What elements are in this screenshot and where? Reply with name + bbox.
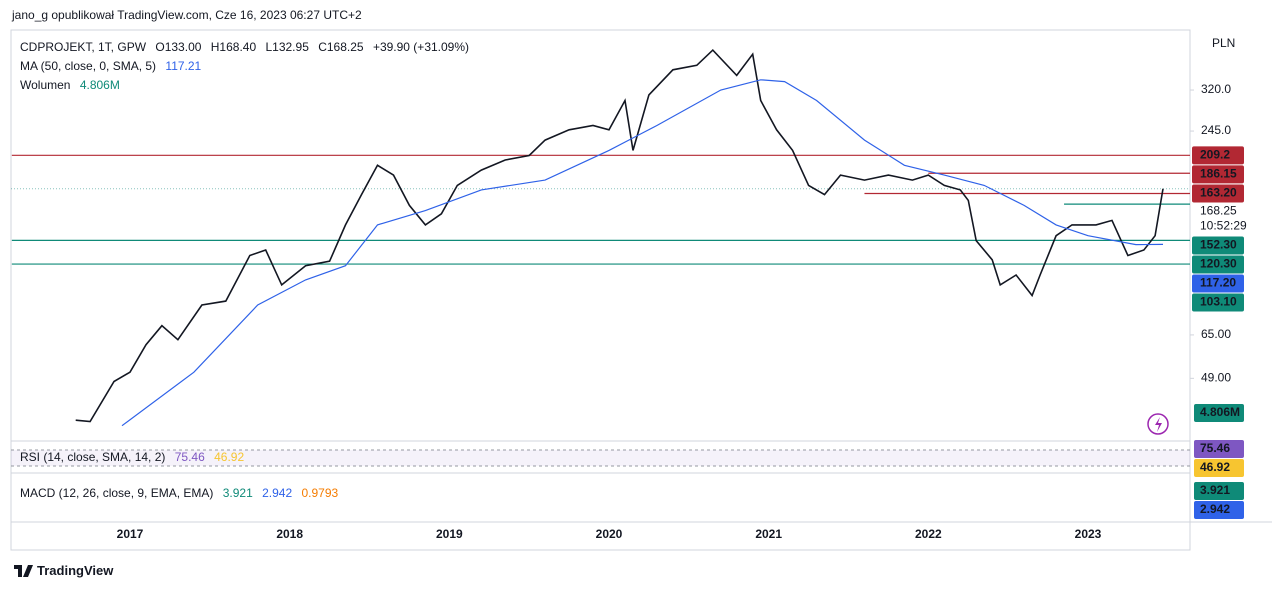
volume-label: Wolumen — [20, 78, 71, 92]
price-badge-label: 186.15 — [1200, 167, 1237, 181]
ma-label: MA (50, close, 0, SMA, 5) — [20, 59, 157, 73]
pane-badge-label: 75.46 — [1200, 441, 1230, 455]
price-badge — [1192, 236, 1244, 255]
macd-label: MACD (12, 26, close, 9, EMA, EMA) — [20, 486, 214, 500]
x-tick-label: 2019 — [436, 527, 463, 541]
price-badge — [1192, 165, 1244, 184]
rsi-ma-value: 46.92 — [214, 450, 245, 464]
pane-badge-label: 2.942 — [1200, 502, 1230, 516]
rsi-band — [11, 450, 1190, 466]
change: +39.90 (+31.09%) — [372, 40, 470, 54]
y-tick-label: 245.0 — [1201, 123, 1231, 137]
symbol: CDPROJEKT, 1T, GPW — [20, 40, 147, 54]
price-line — [75, 48, 1164, 423]
x-tick-label: 2021 — [755, 527, 782, 541]
legend-main: CDPROJEKT, 1T, GPW O133.00 H168.40 L132.… — [20, 40, 475, 54]
x-tick-label: 2022 — [915, 527, 942, 541]
macd-signal: 2.942 — [262, 486, 293, 500]
pane-badge — [1194, 459, 1244, 477]
macd-hist: 0.9793 — [301, 486, 339, 500]
price-badge — [1192, 184, 1244, 203]
logo — [14, 564, 33, 577]
price-badge-label: 209.2 — [1200, 148, 1230, 162]
price-badge-label: 103.10 — [1200, 295, 1237, 309]
rsi-label: RSI (14, close, SMA, 14, 2) — [20, 450, 166, 464]
pane-badge-label: 3.921 — [1200, 483, 1230, 497]
price-badge-label: 152.30 — [1200, 238, 1237, 252]
legend-macd: MACD (12, 26, close, 9, EMA, EMA) 3.921 … — [20, 486, 344, 500]
pane-badge-label: 4.806M — [1200, 405, 1240, 419]
price-badge — [1192, 255, 1244, 274]
x-tick-label: 2020 — [596, 527, 623, 541]
price-badge-label: 117.20 — [1200, 276, 1236, 290]
brand[interactable]: TradingView — [37, 563, 114, 578]
legend-rsi: RSI (14, close, SMA, 14, 2) 75.46 46.92 — [20, 450, 250, 464]
x-tick-label: 2018 — [276, 527, 303, 541]
macd-value: 3.921 — [222, 486, 253, 500]
price-badge — [1192, 146, 1244, 165]
plot-frame — [10, 29, 1191, 551]
footer: TradingView — [14, 563, 113, 578]
pane-badge — [1194, 482, 1244, 500]
pane-badge — [1194, 440, 1244, 458]
currency: PLN — [1212, 36, 1235, 50]
pane-badge — [1194, 501, 1244, 519]
byline: jano_g opublikował TradingView.com, Cze … — [12, 8, 362, 22]
ohlc: H168.40 — [210, 40, 257, 54]
ma-value: 117.21 — [165, 59, 202, 73]
legend-ma: MA (50, close, 0, SMA, 5) 117.21 — [20, 59, 207, 73]
rsi-value: 75.46 — [174, 450, 205, 464]
x-tick-label: 2023 — [1075, 527, 1102, 541]
volume-value: 4.806M — [79, 78, 120, 92]
price-badge — [1192, 293, 1244, 312]
last-price-badge — [1192, 203, 1244, 236]
ohlc: L132.95 — [265, 40, 309, 54]
ma-line — [121, 79, 1164, 427]
x-tick-label: 2017 — [117, 527, 144, 541]
price-badge — [1192, 274, 1244, 293]
y-tick-label: 49.00 — [1201, 371, 1231, 385]
y-tick-label: 320.0 — [1201, 82, 1231, 96]
alert-bolt — [1155, 417, 1162, 432]
price-badge-label: 120.30 — [1200, 257, 1237, 271]
last-price-label: 168.25 — [1200, 204, 1237, 218]
price-badge-label: 163.20 — [1200, 186, 1237, 200]
countdown: 10:52:29 — [1200, 219, 1247, 233]
y-tick-label: 65.00 — [1201, 327, 1231, 341]
legend-volume: Wolumen 4.806M — [20, 78, 126, 92]
pane-badge — [1194, 404, 1244, 422]
pane-badge-label: 46.92 — [1200, 460, 1230, 474]
ohlc: O133.00 — [155, 40, 202, 54]
alert-icon[interactable] — [1147, 413, 1169, 435]
ohlc: C168.25 — [318, 40, 364, 54]
